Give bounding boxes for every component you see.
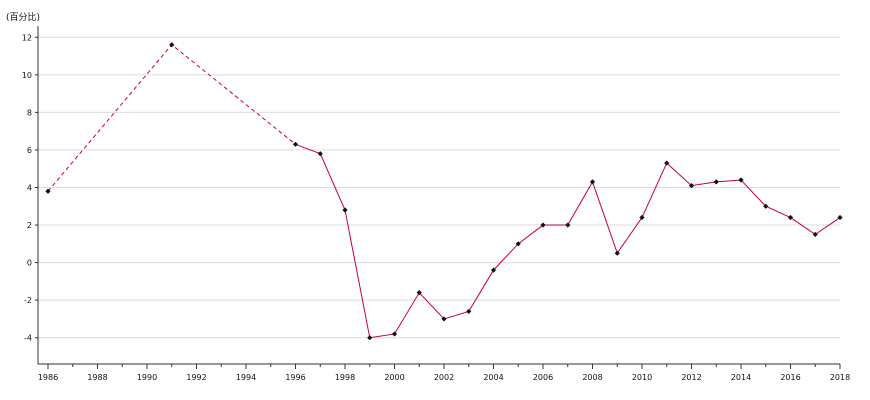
data-point-marker [391,331,398,337]
data-points [45,42,843,341]
data-point-marker [738,177,744,183]
data-point-marker [614,250,620,256]
series-line-dashed-segment [47,44,296,192]
x-tick-label: 2018 [830,373,850,382]
series-line-solid-segment [295,143,841,339]
axes [35,26,841,369]
data-point-marker [812,231,818,238]
data-point-marker [466,308,472,315]
data-point-marker [763,203,769,209]
data-point-marker [416,290,422,296]
data-point-marker [589,179,596,185]
data-point-marker [639,214,645,221]
y-tick-label: 12 [22,33,32,42]
data-point-marker [441,316,447,322]
series-lines [47,44,841,339]
data-point-marker [342,207,348,213]
data-point-marker [664,160,670,166]
y-tick-label: 2 [27,221,32,230]
data-point-marker [367,335,373,341]
data-point-marker [787,214,794,221]
y-tick-label: -4 [24,334,32,343]
data-point-marker [45,188,51,194]
x-tick-label: 2002 [434,373,454,382]
x-tick-label: 1994 [236,373,256,382]
y-tick-label: 8 [27,108,32,117]
x-tick-label: 1998 [335,373,355,382]
y-tick-label: 0 [27,259,32,268]
data-point-marker [317,151,323,157]
x-tick-label: 1988 [87,373,107,382]
x-tick-label: 2008 [582,373,602,382]
x-tick-label: 2004 [483,373,503,382]
x-tick-label: 2012 [681,373,701,382]
data-point-marker [292,141,299,147]
data-point-marker [540,222,546,228]
y-tick-label: 6 [27,146,32,155]
x-tick-label: 2006 [533,373,553,382]
y-axis-title: (百分比) [6,11,40,23]
y-tick-label: 10 [22,71,32,80]
data-point-marker [169,42,175,48]
grid-lines [38,36,840,339]
tick-labels: -4 -2 0 2 4 6 8 10 12 1986 1988 1990 1992 1994 1996 199… [22,33,850,382]
x-tick-label: 1986 [38,373,58,382]
y-tick-label: 4 [27,183,32,192]
x-tick-label: 2010 [632,373,652,382]
x-tick-label: 2014 [731,373,751,382]
y-tick-label: -2 [24,296,32,305]
x-tick-label: 1992 [186,373,206,382]
data-point-marker [688,183,695,189]
data-point-marker [490,267,497,273]
data-point-marker [713,179,719,185]
data-point-marker [837,214,843,221]
x-tick-label: 1996 [285,373,305,382]
x-tick-label: 2000 [384,373,404,382]
x-tick-label: 2016 [780,373,800,382]
data-point-marker [515,241,521,247]
data-point-marker [565,222,571,228]
x-tick-label: 1990 [137,373,157,382]
